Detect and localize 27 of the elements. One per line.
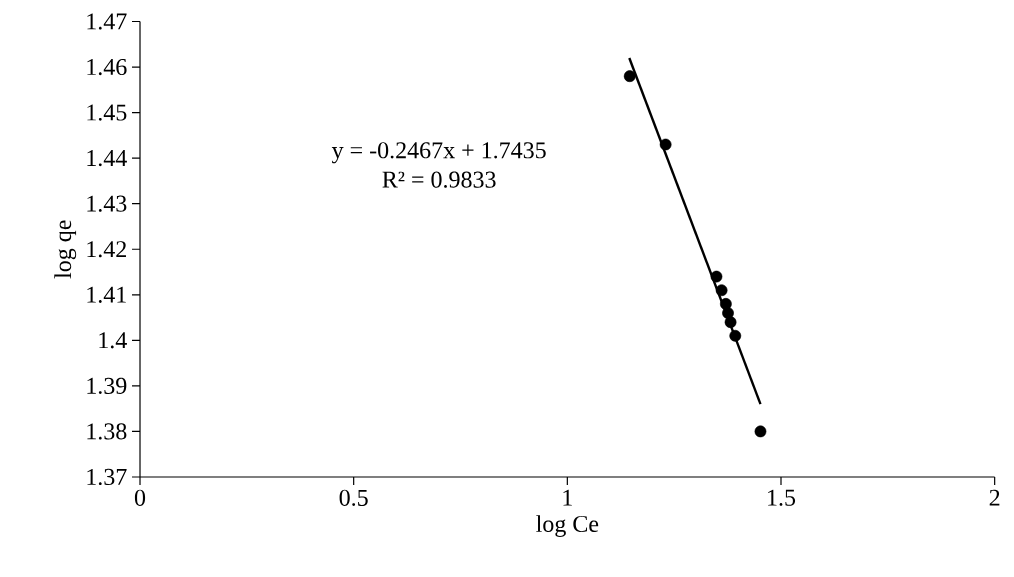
x-tick-label: 1 [563, 489, 572, 506]
point [729, 329, 742, 342]
x-tick-label: 0 [134, 489, 146, 506]
y-tick-label: 1.46 [87, 58, 127, 76]
annotation: R² = 0.9833 [382, 171, 496, 188]
x-tick-label: 2 [989, 489, 1000, 506]
point [724, 316, 737, 328]
y-tick-label: 1.42 [87, 241, 126, 258]
point [623, 70, 636, 83]
y-tick-label: 1.4 [99, 332, 127, 349]
point [710, 270, 723, 283]
annotation: y = -0.2467x + 1.7435 [331, 142, 546, 164]
x-axis-title: log Ce [536, 515, 599, 537]
y-tick-label: 1.39 [87, 377, 127, 394]
point [715, 284, 728, 297]
y-tick-label: 1.43 [87, 195, 127, 212]
y-axis-title: log qe [54, 220, 77, 279]
y-tick-label: 1.44 [87, 150, 127, 167]
point [659, 138, 672, 151]
x-tick-label: 1.5 [768, 489, 796, 506]
y-tick-label: 1.37 [87, 468, 127, 486]
y-tick-label: 1.45 [87, 104, 127, 121]
x-tick-label: 0.5 [339, 489, 368, 506]
point [754, 425, 767, 438]
y-tick-label: 1.47 [87, 13, 127, 30]
y-tick-label: 1.41 [87, 286, 126, 303]
y-tick-label: 1.38 [87, 423, 127, 440]
